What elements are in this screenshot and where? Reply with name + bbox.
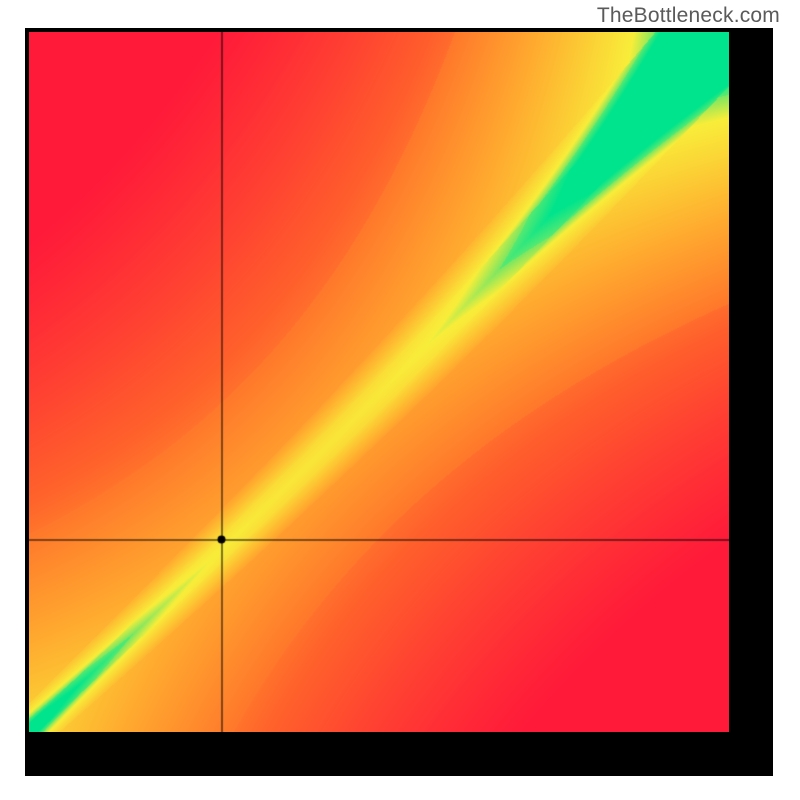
plot-frame (25, 28, 773, 776)
plot-area (29, 32, 729, 732)
overlay-canvas (29, 32, 729, 732)
root: TheBottleneck.com (0, 0, 800, 800)
watermark-label: TheBottleneck.com (597, 4, 780, 28)
